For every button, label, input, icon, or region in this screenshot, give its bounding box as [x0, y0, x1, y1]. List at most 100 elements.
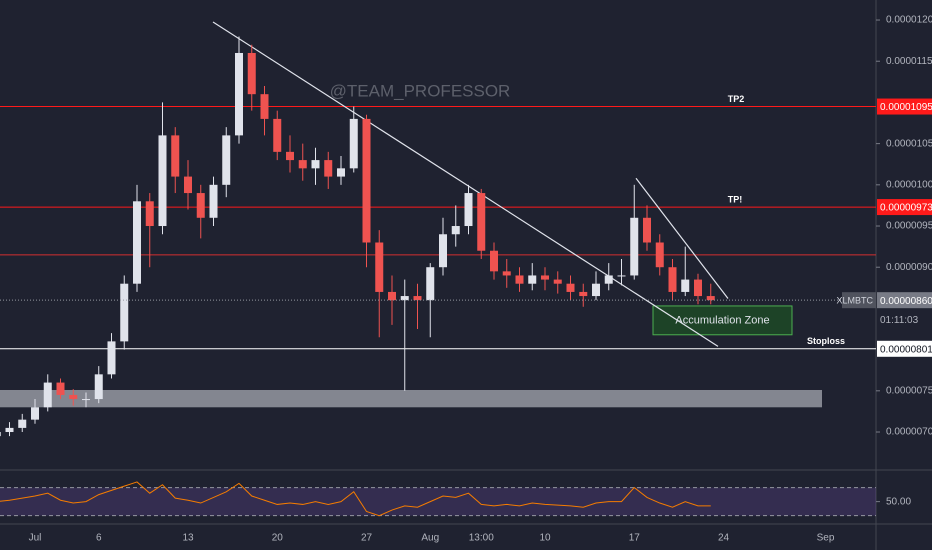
zone [0, 389, 822, 408]
candle-body [145, 201, 154, 227]
candle-body [515, 275, 524, 284]
candle-body [579, 291, 588, 297]
x-tick-label: Jul [29, 533, 42, 544]
level-name: TP! [728, 194, 743, 204]
symbol-box [842, 292, 876, 309]
candle-body [541, 275, 549, 280]
candle-body [349, 118, 358, 169]
level-name: Stoploss [807, 336, 845, 346]
candle-body [107, 341, 116, 375]
candle-body [69, 394, 78, 400]
candle-body [553, 279, 562, 284]
watermark: @TEAM_PROFESSOR [330, 81, 511, 100]
level-price-box [877, 98, 932, 115]
candle-body [617, 275, 626, 277]
candle-body [184, 176, 192, 194]
zone [652, 305, 793, 336]
candle-body [502, 271, 511, 276]
level-price-box [877, 199, 932, 216]
candle-body [477, 193, 486, 251]
candle-body [388, 291, 396, 301]
last-price-box [877, 292, 932, 309]
level-price-box [877, 340, 932, 357]
level-price-label: 0.00000801 [880, 344, 932, 355]
candle-body [643, 217, 651, 243]
level-price-label: 0.00001095 [880, 102, 932, 113]
candle-body [592, 283, 600, 297]
y-tick-label: 0.00000700 [886, 427, 932, 438]
candle-body [426, 267, 435, 301]
last-price-label: 0.00000860 [880, 296, 932, 307]
x-tick-label: 6 [96, 533, 102, 544]
candle-body [375, 242, 384, 292]
candle-body [286, 151, 294, 161]
candle-body [82, 399, 90, 401]
candle-body [209, 184, 218, 218]
x-tick-label: 20 [272, 533, 284, 544]
candle-body [94, 374, 103, 400]
candle-body [43, 382, 52, 408]
candle-body [528, 275, 537, 284]
candle-body [260, 94, 269, 119]
candle-body [566, 283, 575, 292]
candle-body [18, 419, 27, 428]
x-tick-label: 13 [182, 533, 194, 544]
candle-body [158, 135, 167, 227]
x-tick-label: 10 [539, 533, 551, 544]
candle-body [362, 118, 371, 243]
candle-body [133, 201, 141, 284]
candle-body [604, 275, 613, 284]
rsi-line [0, 481, 711, 517]
candle-body [235, 52, 243, 136]
candle-body [0, 432, 1, 437]
candle-body [490, 250, 498, 272]
candle-body [681, 279, 690, 292]
candle-body [120, 283, 129, 342]
candle-body [706, 296, 715, 301]
candle-body [196, 193, 205, 218]
rsi-band [0, 487, 876, 516]
level-price-label: 0.00000973 [880, 203, 932, 214]
candle-body [668, 267, 677, 292]
candle-body [324, 160, 333, 177]
candle-body [171, 135, 180, 177]
candle-body [222, 135, 231, 185]
trendline [635, 177, 729, 299]
level-name: TP2 [728, 94, 745, 104]
candle-body [451, 226, 460, 235]
symbol-label: XLMBTC [836, 296, 873, 306]
zone-label: Accumulation Zone [675, 314, 769, 326]
candle-body [247, 52, 256, 95]
trendline [212, 21, 719, 347]
candle-body [298, 160, 307, 169]
candle-body [694, 279, 702, 297]
candle-body [464, 193, 473, 227]
candle-body [5, 427, 14, 433]
candle-body [31, 407, 39, 420]
candle-body [413, 296, 422, 301]
countdown: 01:11:03 [880, 315, 919, 326]
candle-body [273, 118, 282, 152]
candle-body [56, 382, 65, 395]
x-tick-label: Sep [817, 533, 835, 544]
candle-body [655, 242, 664, 268]
y-tick-label: 50.00 [886, 496, 911, 507]
x-tick-label: Aug [421, 533, 439, 544]
x-tick-label: 13:00 [469, 533, 494, 544]
candle-body [337, 168, 345, 177]
candle-body [400, 296, 409, 301]
candle-body [630, 217, 639, 276]
candle-body [439, 234, 447, 268]
x-tick-label: 27 [361, 533, 373, 544]
candle-body [311, 160, 320, 169]
x-tick-label: 17 [629, 533, 641, 544]
